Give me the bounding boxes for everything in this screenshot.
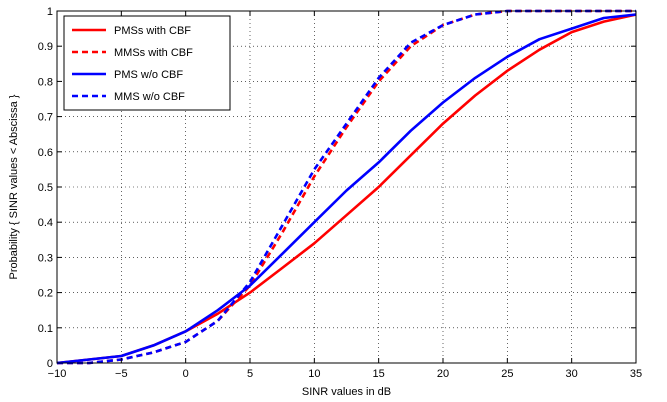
ticks: −10 −5 0 5 10 15 20 25 30 35 0 0.1 0.2 0.3 0.4 0.5 0.6 0.… — [38, 6, 642, 380]
x-tick-label: 15 — [373, 368, 385, 380]
series-layer — [56, 9, 637, 365]
legend-label-4: MMS w/o CBF — [114, 91, 185, 103]
y-tick-label: 0.1 — [38, 323, 53, 335]
legend-label-3: PMS w/o CBF — [114, 69, 183, 81]
x-tick-label: 35 — [630, 368, 642, 380]
series-line-4 — [57, 9, 636, 365]
y-tick-label: 0.7 — [38, 112, 53, 124]
y-axis-label: Probability { SINR values < Abscissa } — [8, 94, 20, 279]
x-tick-label: 5 — [247, 368, 253, 380]
legend-label-2: MMSs with CBF — [114, 47, 193, 59]
legend-box — [63, 15, 231, 111]
x-tick-label: −5 — [115, 368, 128, 380]
series-line-3 — [56, 13, 637, 365]
legend-label-1: PMSs with CBF — [114, 25, 191, 37]
y-tick-label: 1 — [47, 6, 53, 18]
y-tick-label: 0.9 — [38, 41, 53, 53]
x-tick-label: 25 — [501, 368, 513, 380]
x-tick-label: 0 — [183, 368, 189, 380]
x-tick-label: −10 — [48, 368, 67, 380]
x-tick-label: 30 — [566, 368, 578, 380]
y-tick-label: 0.3 — [38, 252, 53, 264]
x-tick-label: 10 — [308, 368, 320, 380]
y-tick-label: 0.6 — [38, 147, 53, 159]
x-tick-label: 20 — [437, 368, 449, 380]
x-axis-label: SINR values in dB — [302, 386, 391, 398]
legend: PMSs with CBF MMSs with CBF PMS w/o CBF MMS… — [63, 15, 231, 111]
y-tick-label: 0 — [47, 358, 53, 370]
y-tick-label: 0.5 — [38, 182, 53, 194]
y-tick-label: 0.4 — [38, 217, 53, 229]
y-tick-label: 0.2 — [38, 288, 53, 300]
y-tick-label: 0.8 — [38, 76, 53, 88]
